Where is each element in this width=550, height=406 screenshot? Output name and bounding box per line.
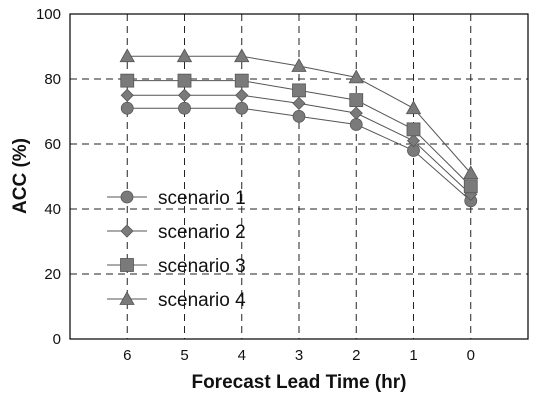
legend-label: scenario 4 (158, 290, 246, 311)
y-tick-label: 80 (44, 71, 61, 88)
legend-item: scenario 2 (107, 222, 246, 243)
data-point (234, 48, 250, 63)
legend: scenario 1 scenario 2 scenario 3 scenario 4 (107, 188, 246, 311)
data-point (235, 88, 249, 102)
data-point (178, 101, 191, 115)
legend-label: scenario 2 (158, 222, 246, 243)
legend-marker (119, 291, 135, 305)
legend-item: scenario 1 (107, 188, 246, 209)
legend-marker (120, 224, 134, 238)
x-tick-label: 4 (238, 347, 246, 364)
data-point (292, 109, 306, 123)
data-point (177, 88, 192, 102)
data-point (120, 101, 134, 115)
series-layer (119, 48, 479, 208)
y-tick-label: 20 (44, 266, 61, 283)
legend-marker (120, 258, 134, 272)
x-tick-label: 0 (467, 347, 475, 364)
y-tick-label: 100 (36, 6, 61, 23)
series-4 (119, 48, 479, 180)
x-tick-label: 5 (180, 347, 188, 364)
x-tick-label: 6 (123, 347, 131, 364)
data-point (119, 48, 135, 63)
plot-frame (69, 13, 529, 340)
data-point (120, 73, 135, 88)
x-tick-label: 2 (352, 347, 360, 364)
x-axis-title: Forecast Lead Time (hr) (191, 372, 406, 393)
y-tick-label: 0 (53, 331, 61, 348)
y-tick-label: 60 (44, 136, 61, 153)
legend-label: scenario 3 (158, 256, 246, 277)
data-point (463, 165, 479, 180)
data-point (406, 134, 421, 148)
legend-label: scenario 1 (158, 188, 246, 209)
data-point (234, 73, 249, 88)
data-point (463, 179, 478, 194)
gridlines (70, 14, 528, 339)
data-point (349, 106, 363, 120)
series-3 (120, 73, 478, 194)
legend-item: scenario 4 (107, 290, 246, 311)
data-point (291, 58, 307, 72)
data-point (177, 73, 192, 88)
x-tick-label: 3 (295, 347, 303, 364)
legend-item: scenario 3 (107, 256, 246, 277)
data-point (405, 100, 422, 115)
data-point (235, 101, 249, 115)
tick-labels: 0 20 40 60 80 100 6 5 4 3 2 1 0 (36, 6, 475, 364)
y-axis-title: ACC (%) (10, 138, 31, 214)
data-point (348, 69, 364, 84)
legend-marker (120, 190, 134, 204)
data-point (349, 118, 363, 131)
x-tick-label: 1 (409, 347, 417, 364)
data-point (292, 83, 306, 98)
data-point (176, 48, 193, 63)
data-point (292, 96, 306, 110)
data-point (406, 122, 421, 137)
data-point (349, 93, 364, 108)
data-point (120, 88, 134, 102)
y-tick-label: 40 (44, 201, 61, 218)
